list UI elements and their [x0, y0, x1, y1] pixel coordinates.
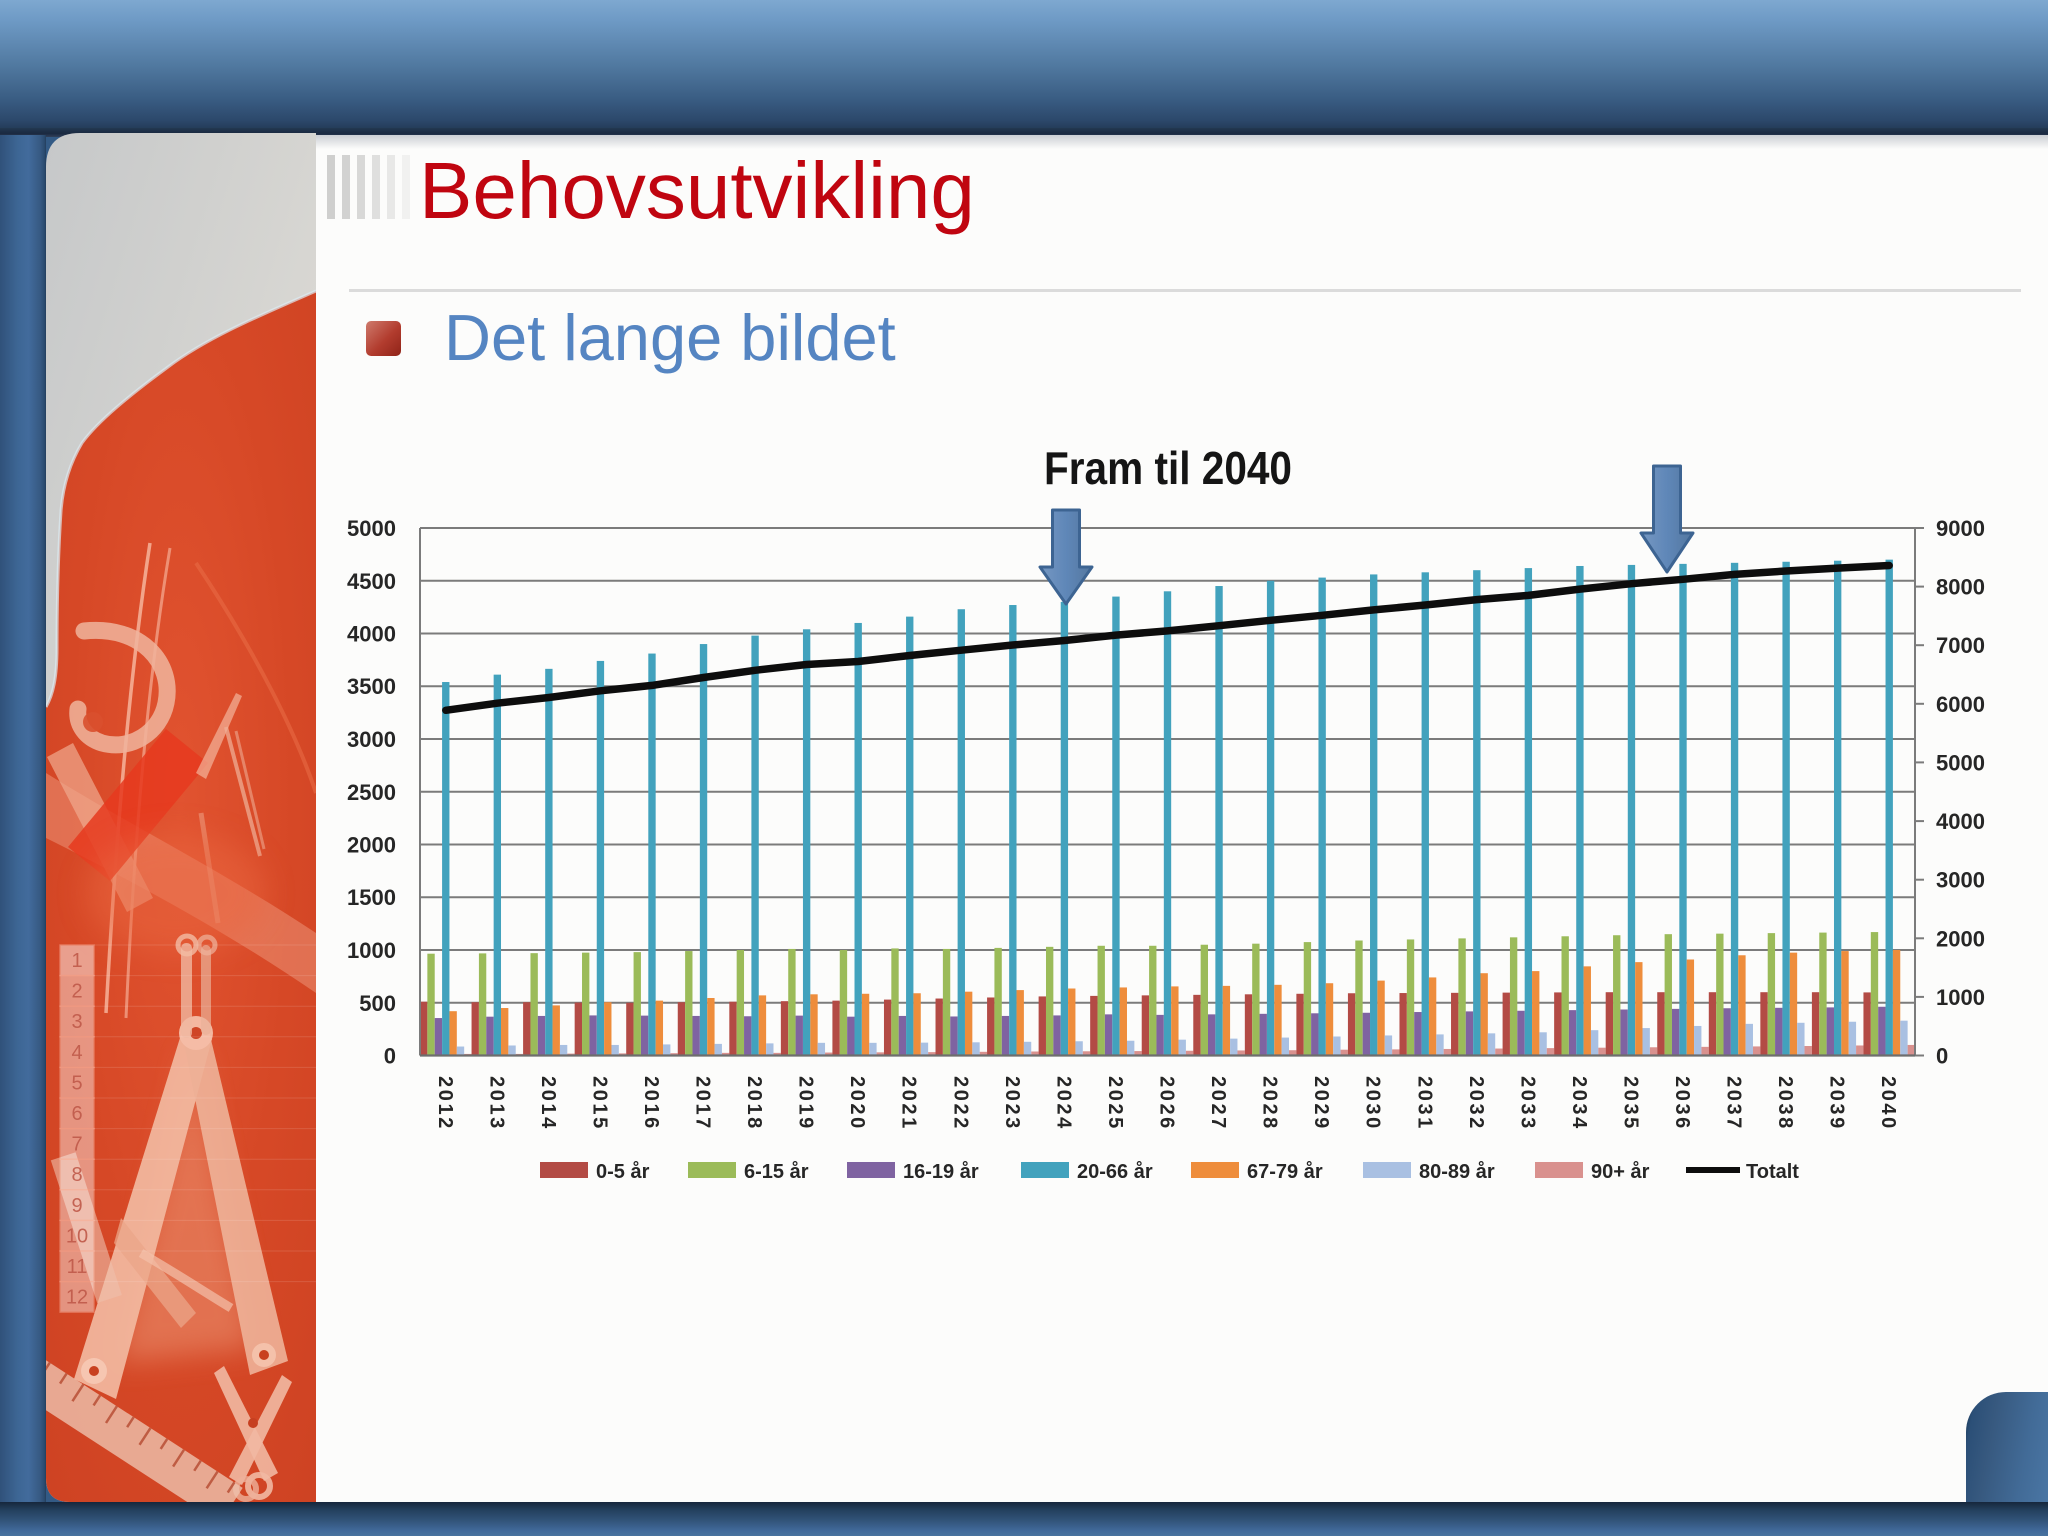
svg-text:80-89 år: 80-89 år — [1419, 1160, 1495, 1183]
svg-text:2027: 2027 — [1207, 1076, 1229, 1131]
svg-text:7000: 7000 — [1936, 633, 1985, 658]
svg-text:Totalt: Totalt — [1746, 1161, 1799, 1183]
svg-text:20-66 år: 20-66 år — [1077, 1160, 1153, 1183]
svg-text:3: 3 — [71, 1011, 82, 1033]
svg-text:4: 4 — [71, 1042, 82, 1064]
svg-text:2031: 2031 — [1413, 1076, 1435, 1131]
svg-text:3500: 3500 — [347, 674, 396, 699]
svg-text:2036: 2036 — [1671, 1076, 1693, 1131]
svg-text:2034: 2034 — [1568, 1076, 1590, 1131]
svg-text:2016: 2016 — [640, 1076, 662, 1131]
svg-text:2023: 2023 — [1001, 1076, 1023, 1131]
svg-text:2012: 2012 — [434, 1076, 456, 1131]
svg-text:8000: 8000 — [1936, 575, 1985, 600]
svg-text:5: 5 — [71, 1072, 82, 1094]
svg-text:2020: 2020 — [846, 1076, 868, 1131]
svg-text:1500: 1500 — [347, 885, 396, 910]
svg-text:7: 7 — [71, 1134, 82, 1156]
svg-text:0-5 år: 0-5 år — [596, 1160, 650, 1183]
svg-text:2028: 2028 — [1259, 1076, 1281, 1131]
svg-text:2017: 2017 — [692, 1076, 714, 1131]
svg-text:2021: 2021 — [898, 1076, 920, 1131]
svg-text:2013: 2013 — [485, 1076, 507, 1131]
svg-text:2033: 2033 — [1516, 1076, 1538, 1131]
svg-text:3000: 3000 — [1936, 868, 1985, 893]
svg-text:2029: 2029 — [1310, 1076, 1332, 1131]
svg-text:3000: 3000 — [347, 727, 396, 752]
svg-text:2040: 2040 — [1877, 1076, 1899, 1131]
svg-text:9000: 9000 — [1936, 516, 1985, 541]
svg-text:2024: 2024 — [1052, 1076, 1074, 1131]
svg-text:2015: 2015 — [588, 1076, 610, 1131]
svg-text:500: 500 — [359, 991, 396, 1016]
svg-text:1000: 1000 — [347, 938, 396, 963]
svg-text:1: 1 — [71, 950, 82, 972]
svg-text:0: 0 — [384, 1044, 396, 1069]
svg-text:2025: 2025 — [1104, 1076, 1126, 1131]
svg-text:67-79 år: 67-79 år — [1247, 1160, 1323, 1183]
svg-text:2022: 2022 — [949, 1076, 971, 1131]
svg-text:2000: 2000 — [347, 833, 396, 858]
svg-text:9: 9 — [71, 1195, 82, 1217]
svg-text:2038: 2038 — [1774, 1076, 1796, 1131]
svg-text:16-19 år: 16-19 år — [903, 1160, 979, 1183]
svg-text:2026: 2026 — [1156, 1076, 1178, 1131]
svg-text:2019: 2019 — [795, 1076, 817, 1131]
svg-text:12: 12 — [66, 1287, 88, 1309]
svg-text:4000: 4000 — [1936, 809, 1985, 834]
svg-text:2500: 2500 — [347, 780, 396, 805]
svg-text:10: 10 — [66, 1225, 88, 1247]
svg-text:2: 2 — [71, 981, 82, 1003]
svg-text:Fram til 2040: Fram til 2040 — [1044, 442, 1292, 494]
svg-text:4000: 4000 — [347, 622, 396, 647]
svg-text:2037: 2037 — [1723, 1076, 1745, 1131]
svg-text:5000: 5000 — [347, 516, 396, 541]
svg-text:2035: 2035 — [1620, 1076, 1642, 1131]
svg-text:2000: 2000 — [1936, 926, 1985, 951]
svg-text:90+ år: 90+ år — [1591, 1160, 1650, 1183]
svg-text:2032: 2032 — [1465, 1076, 1487, 1131]
svg-text:11: 11 — [67, 1256, 88, 1278]
svg-text:2039: 2039 — [1826, 1076, 1848, 1131]
svg-text:2014: 2014 — [537, 1076, 559, 1131]
svg-text:6-15 år: 6-15 år — [744, 1160, 809, 1183]
svg-text:5000: 5000 — [1936, 750, 1985, 775]
svg-text:2030: 2030 — [1362, 1076, 1384, 1131]
svg-text:1000: 1000 — [1936, 985, 1985, 1010]
svg-text:2018: 2018 — [743, 1076, 765, 1131]
svg-text:0: 0 — [1936, 1044, 1948, 1069]
svg-text:4500: 4500 — [347, 569, 396, 594]
svg-text:6000: 6000 — [1936, 692, 1985, 717]
svg-text:6: 6 — [71, 1103, 82, 1125]
svg-text:8: 8 — [71, 1164, 82, 1186]
